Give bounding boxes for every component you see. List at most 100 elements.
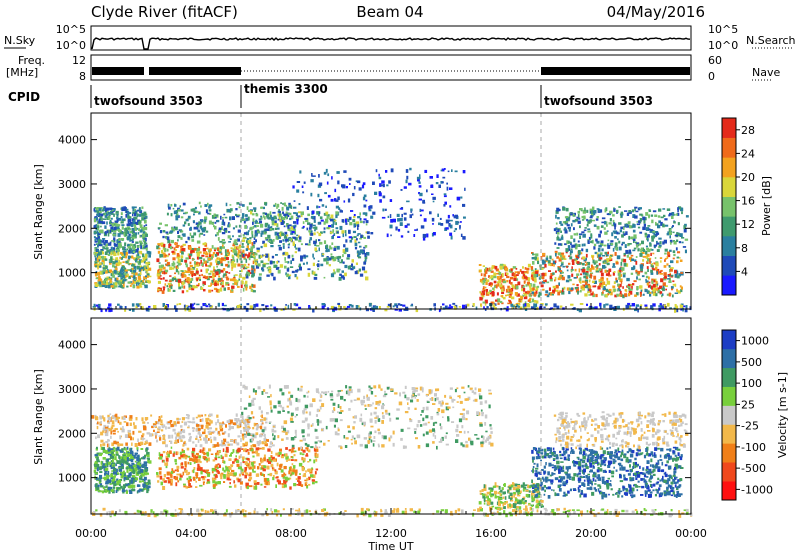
rti-cell — [284, 238, 288, 242]
rti-cell — [196, 424, 200, 427]
rti-cell — [181, 281, 185, 286]
rti-cell — [254, 232, 258, 237]
rti-cell — [277, 213, 280, 217]
rti-cell — [641, 275, 645, 278]
rti-cell — [220, 281, 223, 285]
rti-cell — [338, 304, 341, 308]
rti-cell — [135, 241, 139, 244]
rti-cell — [382, 183, 385, 188]
rti-cell — [213, 437, 217, 441]
rti-cell — [667, 251, 670, 256]
rti-cell — [121, 224, 125, 226]
rti-cell — [445, 219, 449, 224]
rti-cell — [505, 288, 509, 293]
rti-cell — [111, 480, 114, 485]
rti-cell — [534, 279, 537, 283]
rti-cell — [602, 264, 606, 269]
rti-cell — [305, 454, 309, 457]
rti-cell — [612, 272, 615, 276]
rti-cell — [459, 221, 462, 223]
rti-cell — [272, 211, 276, 214]
rti-cell — [120, 473, 124, 477]
rti-cell — [166, 212, 169, 216]
rti-cell — [93, 225, 97, 229]
rti-cell — [489, 282, 492, 285]
rti-cell — [558, 270, 562, 273]
rti-cell — [218, 430, 220, 434]
rti-cell — [94, 454, 97, 457]
rti-cell — [171, 423, 174, 428]
rti-cell — [625, 263, 629, 267]
rti-cell — [198, 276, 201, 280]
rti-cell — [663, 239, 667, 244]
rti-cell — [289, 230, 293, 232]
rti-cell — [197, 229, 201, 233]
rti-cell — [110, 486, 113, 490]
rti-cell — [190, 235, 195, 239]
rti-cell — [332, 229, 335, 233]
rti-cell — [313, 257, 315, 260]
rti-cell — [378, 173, 380, 177]
rti-cell — [633, 237, 637, 239]
rti-cell — [647, 238, 649, 242]
rti-cell — [514, 292, 518, 296]
rti-cell — [419, 214, 422, 217]
rti-cell — [255, 447, 259, 451]
rti-cell — [146, 457, 150, 460]
rti-cell — [171, 277, 174, 282]
rti-cell — [573, 244, 576, 248]
rti-cell — [182, 444, 185, 447]
rti-cell — [507, 291, 511, 294]
rti-cell — [557, 252, 562, 256]
rti-cell — [441, 181, 444, 184]
rti-cell — [603, 305, 606, 308]
rti-cell — [256, 222, 260, 224]
cpid-segment-3: twofsound 3503 — [544, 94, 653, 108]
rti-cell — [576, 261, 580, 264]
rti-cell — [568, 290, 571, 295]
rti-cell — [638, 243, 641, 246]
rti-cell — [492, 304, 496, 308]
rti-cell — [368, 302, 372, 307]
rti-cell — [262, 215, 265, 218]
rti-cell — [176, 432, 180, 437]
rti-cell — [139, 259, 142, 262]
rti-cell — [631, 286, 633, 290]
rti-cell — [681, 241, 684, 244]
rti-cell — [96, 263, 99, 266]
rti-cell — [378, 192, 382, 197]
rti-cell — [260, 216, 263, 220]
rti-cell — [213, 444, 217, 447]
rti-cell — [96, 210, 99, 214]
rti-cell — [253, 255, 256, 260]
rti-cell — [334, 219, 337, 222]
rti-cell — [116, 468, 118, 472]
rti-cell — [132, 211, 136, 214]
rti-cell — [486, 267, 489, 272]
rti-cell — [571, 244, 573, 248]
rti-cell — [111, 226, 114, 230]
rti-cell — [110, 257, 113, 261]
rti-cell — [419, 174, 421, 178]
rti-cell — [333, 247, 337, 251]
rti-cell — [108, 421, 111, 424]
rti-cell — [121, 265, 125, 269]
rti-cell — [178, 418, 181, 420]
rti-cell — [405, 169, 409, 173]
rti-cell — [176, 245, 179, 247]
rti-cell — [137, 252, 140, 256]
rti-cell — [386, 184, 389, 187]
rti-cell — [119, 435, 122, 440]
rti-cell — [338, 276, 342, 281]
rti-cell — [585, 281, 588, 286]
rti-cell — [119, 456, 123, 460]
rti-cell — [357, 224, 360, 227]
rti-cell — [484, 299, 488, 304]
rti-cell — [285, 215, 288, 220]
rti-cell — [619, 229, 622, 233]
rti-cell — [484, 277, 486, 281]
rti-cell — [561, 263, 564, 266]
rti-cell — [110, 489, 114, 492]
rti-cell — [100, 308, 103, 313]
rti-cell — [650, 229, 654, 231]
